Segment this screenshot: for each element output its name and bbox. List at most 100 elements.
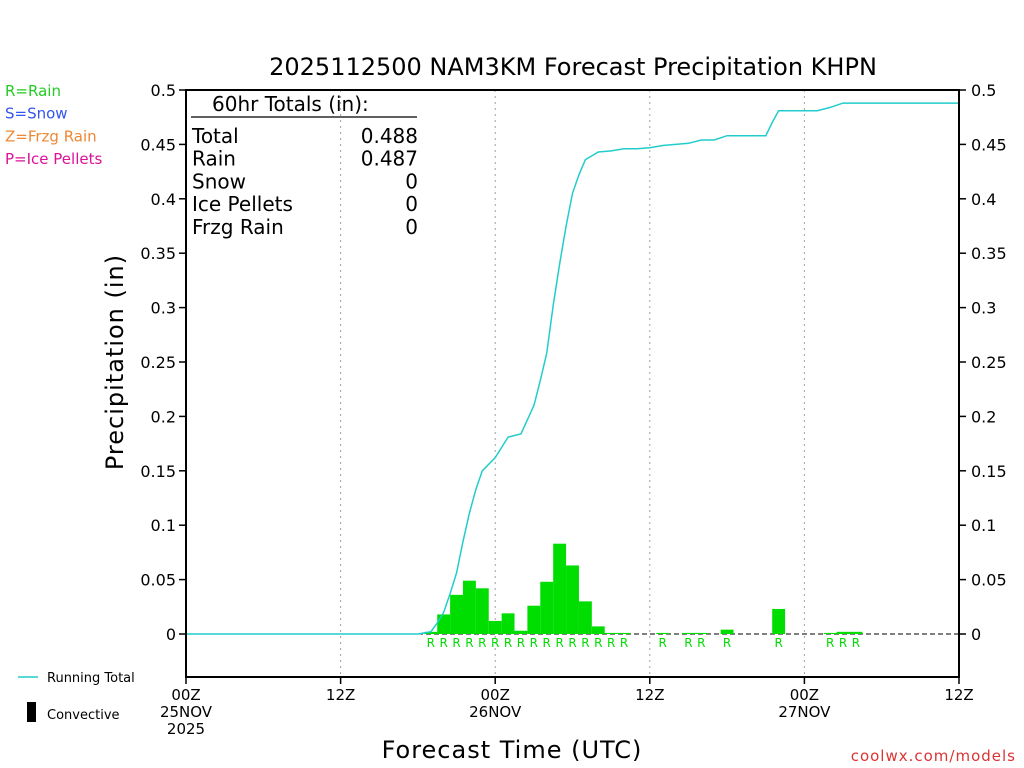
precip-type-legend: R=Rain S=Snow Z=Frzg Rain P=Ice Pellets [5, 82, 102, 168]
x-tick-label: 00Z [481, 686, 510, 704]
precip-bar-34 [617, 632, 631, 634]
totals-row-value: 0 [405, 169, 418, 193]
precip-bar-29 [553, 543, 567, 634]
rain-marker-39: R [684, 636, 692, 650]
rain-marker-31: R [581, 636, 589, 650]
y-tick-label-left: 0.15 [140, 462, 176, 481]
y-tick-label-right: 0 [971, 625, 981, 644]
type-legend-item: Z=Frzg Rain [5, 127, 97, 145]
x-tick-label: 12Z [635, 686, 664, 704]
rain-marker-51: R [839, 636, 847, 650]
x-tick-label: 12Z [944, 686, 973, 704]
rain-marker-27: R [530, 636, 538, 650]
rain-marker-24: R [491, 636, 499, 650]
totals-row-value: 0 [405, 215, 418, 239]
rain-marker-33: R [607, 636, 615, 650]
y-tick-label-left: 0.05 [140, 571, 176, 590]
x-tick-label: 12Z [326, 686, 355, 704]
rain-marker-52: R [852, 636, 860, 650]
y-tick-label-left: 0.5 [151, 81, 176, 100]
precip-bar-19 [424, 631, 438, 634]
rain-marker-46: R [774, 636, 782, 650]
y-tick-label-right: 0.3 [971, 299, 996, 318]
y-tick-label-left: 0.25 [140, 353, 176, 372]
totals-row-value: 0.488 [361, 124, 418, 148]
precip-bar-40 [694, 632, 708, 634]
y-tick-label-left: 0.4 [151, 190, 176, 209]
y-tick-label-right: 0.2 [971, 407, 996, 426]
totals-row-label: Frzg Rain [192, 215, 284, 239]
y-tick-label-right: 0.4 [971, 190, 996, 209]
totals-row-label: Total [191, 124, 239, 148]
type-legend-item: P=Ice Pellets [5, 150, 102, 168]
y-tick-label-left: 0.35 [140, 244, 176, 263]
y-tick-label-left: 0.1 [151, 516, 176, 535]
x-tick-label: 00Z [171, 686, 200, 704]
rain-marker-30: R [568, 636, 576, 650]
totals-heading: 60hr Totals (in): [212, 92, 369, 116]
y-tick-label-left: 0 [166, 625, 176, 644]
rain-marker-40: R [697, 636, 705, 650]
running-total-legend-label: Running Total [47, 671, 135, 686]
precip-bar-26 [514, 630, 528, 634]
rain-marker-25: R [504, 636, 512, 650]
precip-bar-42 [720, 629, 734, 634]
x-tick-label: 25NOV [160, 703, 213, 721]
y-tick-label-right: 0.5 [971, 81, 996, 100]
rain-marker-23: R [478, 636, 486, 650]
totals-row-value: 0 [405, 192, 418, 216]
precip-bar-23 [475, 588, 489, 634]
y-tick-label-right: 0.1 [971, 516, 996, 535]
precip-bar-37 [656, 632, 670, 634]
convective-legend-label: Convective [47, 708, 120, 723]
rain-marker-29: R [555, 636, 563, 650]
rain-marker-28: R [543, 636, 551, 650]
totals-box: 60hr Totals (in): Total 0.488 Rain 0.487 Sno… [191, 92, 418, 239]
rain-marker-22: R [465, 636, 473, 650]
y-tick-label-left: 0.45 [140, 135, 176, 154]
precip-bar-27 [527, 605, 541, 634]
rain-marker-19: R [427, 636, 435, 650]
rain-marker-26: R [517, 636, 525, 650]
precip-bar-25 [501, 613, 515, 634]
precip-bar-22 [462, 580, 476, 634]
y-tick-label-right: 0.35 [971, 244, 1007, 263]
rain-marker-20: R [439, 636, 447, 650]
y-tick-label-left: 0.3 [151, 299, 176, 318]
running-total-line [186, 102, 959, 635]
precip-bar-33 [604, 632, 618, 634]
x-axis-label: Forecast Time (UTC) [382, 736, 643, 764]
axis-ticks: 0 00.05 0.050.1 0.10.15 0.150.2 0.20.25 0.250.… [140, 81, 1006, 738]
precip-bar-51 [836, 631, 850, 634]
precip-bar-28 [540, 581, 554, 634]
precip-bar-52 [849, 631, 863, 634]
convective-legend-swatch [27, 702, 36, 722]
rain-marker-37: R [659, 636, 667, 650]
bar-series [424, 543, 863, 634]
x-tick-label: 2025 [167, 720, 205, 738]
x-tick-label: 00Z [790, 686, 819, 704]
rain-marker-42: R [723, 636, 731, 650]
totals-row-label: Snow [192, 169, 246, 193]
precip-bar-31 [578, 601, 592, 634]
type-legend-item: S=Snow [5, 105, 68, 123]
y-tick-label-right: 0.05 [971, 571, 1007, 590]
precip-bar-30 [566, 565, 579, 634]
plot-frame [185, 89, 960, 678]
y-tick-label-right: 0.25 [971, 353, 1007, 372]
type-legend-item: R=Rain [5, 82, 61, 100]
rain-marker-34: R [620, 636, 628, 650]
y-tick-label-right: 0.15 [971, 462, 1007, 481]
rain-marker-50: R [826, 636, 834, 650]
precip-bar-46 [772, 608, 786, 634]
totals-row-value: 0.487 [361, 147, 418, 171]
totals-row-label: Ice Pellets [192, 192, 293, 216]
rain-marker-32: R [594, 636, 602, 650]
precip-bar-32 [591, 626, 605, 634]
x-tick-label: 26NOV [469, 703, 522, 721]
chart-title: 2025112500 NAM3KM Forecast Precipitation… [269, 53, 877, 81]
series-legend: Running Total Convective [18, 671, 135, 723]
precip-bar-24 [488, 620, 502, 634]
